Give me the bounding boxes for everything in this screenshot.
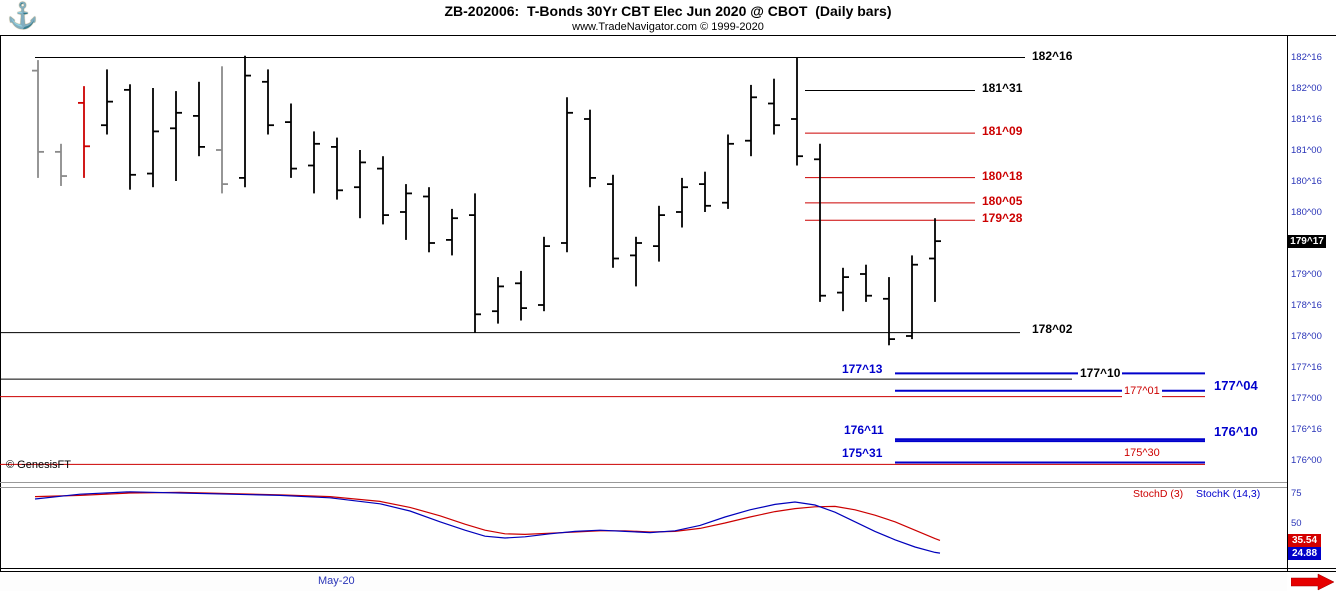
price-axis-label: 181^00 bbox=[1291, 145, 1322, 156]
ohlc-bar bbox=[653, 205, 665, 262]
ohlc-bar bbox=[101, 69, 113, 135]
ohlc-bar bbox=[883, 277, 895, 346]
ohlc-bar bbox=[630, 236, 642, 287]
ohlc-bar bbox=[860, 264, 872, 302]
price-axis-label: 176^00 bbox=[1291, 455, 1322, 466]
ohlc-bar bbox=[722, 134, 734, 209]
anchor-logo-icon[interactable]: ⚓ bbox=[7, 2, 39, 30]
price-axis-label: 177^00 bbox=[1291, 393, 1322, 404]
ohlc-bar bbox=[745, 84, 757, 157]
ohlc-bar bbox=[354, 150, 366, 219]
price-axis-label: 182^16 bbox=[1291, 52, 1322, 63]
ohlc-bar bbox=[676, 177, 688, 228]
ohlc-bar bbox=[561, 97, 573, 253]
ohlc-bar bbox=[906, 255, 918, 340]
price-axis-label: 180^00 bbox=[1291, 207, 1322, 218]
ohlc-bar bbox=[78, 86, 90, 178]
ohlc-bar bbox=[170, 91, 182, 181]
ohlc-bar bbox=[239, 55, 251, 188]
ohlc-bar bbox=[147, 88, 159, 188]
chart-subtitle: www.TradeNavigator.com © 1999-2020 bbox=[572, 21, 764, 33]
ohlc-bar bbox=[331, 137, 343, 200]
ohlc-bar bbox=[400, 184, 412, 240]
ohlc-bar bbox=[492, 277, 504, 324]
ohlc-bar bbox=[285, 103, 297, 178]
scroll-right-arrow-shape bbox=[1291, 573, 1335, 591]
ohlc-bar bbox=[837, 267, 849, 312]
ohlc-bar bbox=[791, 57, 803, 166]
stochd-value-badge: 35.54 bbox=[1288, 534, 1321, 548]
scroll-right-arrow[interactable] bbox=[1291, 573, 1335, 591]
ohlc-bar bbox=[538, 236, 550, 312]
price-axis-label: 177^16 bbox=[1291, 362, 1322, 373]
stochd-legend-label[interactable]: StochD (3) bbox=[1133, 488, 1184, 500]
ohlc-bar bbox=[377, 156, 389, 225]
ohlc-bar bbox=[607, 174, 619, 268]
ohlc-bar bbox=[216, 66, 228, 194]
price-axis-label: 182^00 bbox=[1291, 83, 1322, 94]
ohlc-bar bbox=[814, 143, 826, 302]
ohlc-bar bbox=[515, 270, 527, 321]
ohlc-bar bbox=[262, 69, 274, 135]
ohlc-bar bbox=[308, 131, 320, 194]
ohlc-bar bbox=[768, 78, 780, 135]
ohlc-bar bbox=[124, 84, 136, 190]
date-axis-label: May-20 bbox=[318, 575, 355, 587]
stoch-axis-label: 50 bbox=[1291, 518, 1302, 529]
price-axis-label: 178^00 bbox=[1291, 331, 1322, 342]
price-axis-label: 181^16 bbox=[1291, 114, 1322, 125]
stoch-axis-label: 75 bbox=[1291, 488, 1302, 499]
ohlc-bar bbox=[423, 187, 435, 253]
ohlc-bar bbox=[584, 109, 596, 188]
price-axis-label: 179^00 bbox=[1291, 269, 1322, 280]
chart-title: ZB-202006: T-Bonds 30Yr CBT Elec Jun 202… bbox=[444, 3, 892, 19]
ohlc-bar bbox=[32, 60, 44, 178]
ohlc-bar bbox=[469, 193, 481, 333]
price-axis[interactable]: 182^16 182^00 181^16 181^00 180^16 180^00 179^… bbox=[1288, 0, 1336, 591]
ohlc-bar bbox=[699, 171, 711, 212]
ohlc-bar bbox=[446, 208, 458, 256]
ohlc-bar bbox=[929, 218, 941, 302]
stoch-line-StochD bbox=[34, 491, 941, 541]
stoch-line-StochK bbox=[34, 491, 941, 554]
stochk-legend-label[interactable]: StochK (14,3) bbox=[1196, 488, 1261, 500]
date-axis-bar: May-20 bbox=[0, 572, 1287, 591]
price-axis-label: 178^16 bbox=[1291, 300, 1322, 311]
genesis-watermark: © GenesisFT bbox=[6, 459, 71, 471]
ohlc-bar bbox=[193, 81, 205, 157]
current-price-badge: 179^17 bbox=[1288, 234, 1326, 248]
ohlc-bar bbox=[55, 143, 67, 186]
price-axis-label: 180^16 bbox=[1291, 176, 1322, 187]
price-axis-label: 176^16 bbox=[1291, 424, 1322, 435]
stochk-value-badge: 24.88 bbox=[1288, 547, 1321, 561]
